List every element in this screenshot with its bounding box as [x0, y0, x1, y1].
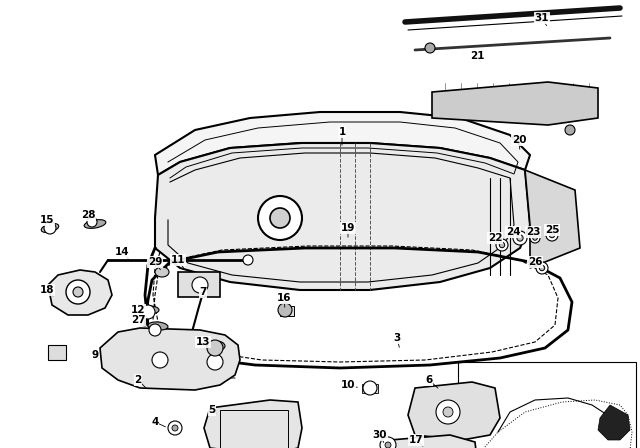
- Text: 27: 27: [131, 315, 145, 325]
- Circle shape: [536, 262, 548, 274]
- Circle shape: [152, 352, 168, 368]
- Ellipse shape: [141, 306, 159, 314]
- Text: 21: 21: [470, 51, 484, 61]
- Circle shape: [192, 277, 208, 293]
- Text: 20: 20: [512, 135, 526, 145]
- Text: 24: 24: [506, 227, 520, 237]
- Text: 5: 5: [209, 405, 216, 415]
- Polygon shape: [382, 435, 478, 448]
- Polygon shape: [525, 170, 580, 268]
- Circle shape: [546, 229, 558, 241]
- Text: 19: 19: [341, 223, 355, 233]
- Text: 14: 14: [115, 247, 129, 257]
- Circle shape: [149, 324, 161, 336]
- Bar: [362, 384, 378, 393]
- Circle shape: [530, 233, 540, 243]
- Circle shape: [425, 43, 435, 53]
- Circle shape: [258, 196, 302, 240]
- Circle shape: [44, 222, 56, 234]
- Ellipse shape: [148, 322, 168, 330]
- Text: 2: 2: [134, 375, 141, 385]
- Circle shape: [141, 305, 155, 319]
- Text: 12: 12: [131, 305, 145, 315]
- Text: 23: 23: [525, 227, 540, 237]
- Text: 17: 17: [409, 435, 423, 445]
- Ellipse shape: [155, 267, 169, 277]
- Bar: [280, 306, 294, 316]
- Bar: [178, 272, 220, 297]
- Text: 16: 16: [276, 293, 291, 303]
- Text: 25: 25: [545, 225, 559, 235]
- Bar: [220, 410, 288, 448]
- Text: 11: 11: [171, 255, 185, 265]
- Polygon shape: [155, 112, 530, 175]
- Text: 1: 1: [339, 127, 346, 137]
- Circle shape: [380, 437, 396, 448]
- Circle shape: [532, 236, 537, 240]
- Polygon shape: [408, 382, 500, 440]
- Circle shape: [168, 421, 182, 435]
- Circle shape: [172, 425, 178, 431]
- Circle shape: [540, 265, 545, 271]
- Circle shape: [443, 407, 453, 417]
- Text: 18: 18: [40, 285, 54, 295]
- Text: 26: 26: [528, 257, 542, 267]
- Text: 31: 31: [535, 13, 549, 23]
- Circle shape: [549, 233, 555, 238]
- Circle shape: [278, 303, 292, 317]
- Ellipse shape: [41, 224, 59, 233]
- Polygon shape: [432, 82, 598, 125]
- Circle shape: [66, 280, 90, 304]
- Circle shape: [87, 217, 97, 227]
- Text: 30: 30: [372, 430, 387, 440]
- Bar: [458, 362, 636, 448]
- Polygon shape: [100, 328, 240, 390]
- Bar: [48, 345, 66, 360]
- Text: 9: 9: [92, 350, 99, 360]
- Circle shape: [513, 231, 527, 245]
- Ellipse shape: [207, 341, 225, 351]
- Circle shape: [436, 400, 460, 424]
- Circle shape: [270, 208, 290, 228]
- Text: 7: 7: [199, 287, 207, 297]
- Text: 15: 15: [40, 215, 54, 225]
- Circle shape: [207, 354, 223, 370]
- Circle shape: [73, 287, 83, 297]
- Circle shape: [496, 239, 508, 251]
- Polygon shape: [155, 143, 530, 290]
- Text: 29: 29: [148, 257, 162, 267]
- Circle shape: [565, 125, 575, 135]
- Text: 13: 13: [196, 337, 211, 347]
- Text: 6: 6: [426, 375, 433, 385]
- Text: 28: 28: [81, 210, 95, 220]
- Circle shape: [363, 381, 377, 395]
- Ellipse shape: [84, 220, 106, 228]
- Polygon shape: [598, 405, 630, 440]
- Polygon shape: [48, 270, 112, 315]
- Polygon shape: [204, 400, 302, 448]
- Text: 4: 4: [151, 417, 159, 427]
- Text: 22: 22: [488, 233, 502, 243]
- Circle shape: [385, 442, 391, 448]
- Text: 10: 10: [340, 380, 355, 390]
- Circle shape: [517, 235, 523, 241]
- Text: 3: 3: [394, 333, 401, 343]
- Circle shape: [207, 340, 223, 356]
- Circle shape: [499, 242, 505, 248]
- Circle shape: [243, 255, 253, 265]
